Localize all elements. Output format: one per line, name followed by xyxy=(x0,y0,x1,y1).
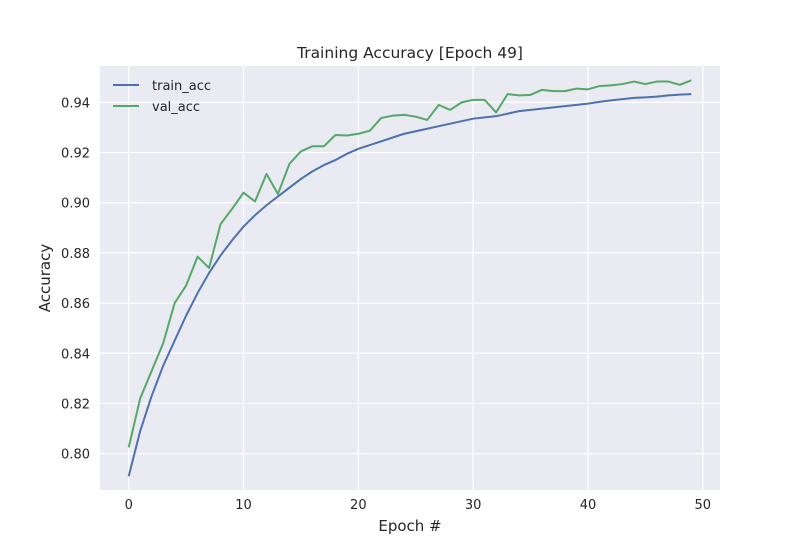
y-axis-label: Accuracy xyxy=(36,244,54,313)
x-tick-label: 20 xyxy=(350,498,367,513)
y-tick-label: 0.80 xyxy=(61,448,90,463)
x-tick-label: 10 xyxy=(235,498,252,513)
x-tick-labels: 0 10 20 30 40 50 xyxy=(125,498,711,513)
plot-area xyxy=(100,66,720,490)
y-tick-label: 0.82 xyxy=(61,397,90,412)
chart-title: Training Accuracy [Epoch 49] xyxy=(296,44,523,62)
y-tick-label: 0.86 xyxy=(61,297,90,312)
y-tick-label: 0.90 xyxy=(61,197,90,212)
legend-label-train-acc: train_acc xyxy=(152,79,211,94)
y-tick-label: 0.88 xyxy=(61,247,90,262)
x-axis-label: Epoch # xyxy=(378,517,441,535)
x-tick-label: 0 xyxy=(125,498,133,513)
y-tick-label: 0.94 xyxy=(61,96,90,111)
legend-label-val-acc: val_acc xyxy=(152,100,200,115)
x-tick-label: 30 xyxy=(465,498,482,513)
y-tick-label: 0.84 xyxy=(61,347,90,362)
x-tick-label: 50 xyxy=(695,498,712,513)
y-tick-labels: 0.80 0.82 0.84 0.86 0.88 0.90 0.92 0.94 xyxy=(61,96,90,462)
y-tick-label: 0.92 xyxy=(61,147,90,162)
x-tick-label: 40 xyxy=(580,498,597,513)
